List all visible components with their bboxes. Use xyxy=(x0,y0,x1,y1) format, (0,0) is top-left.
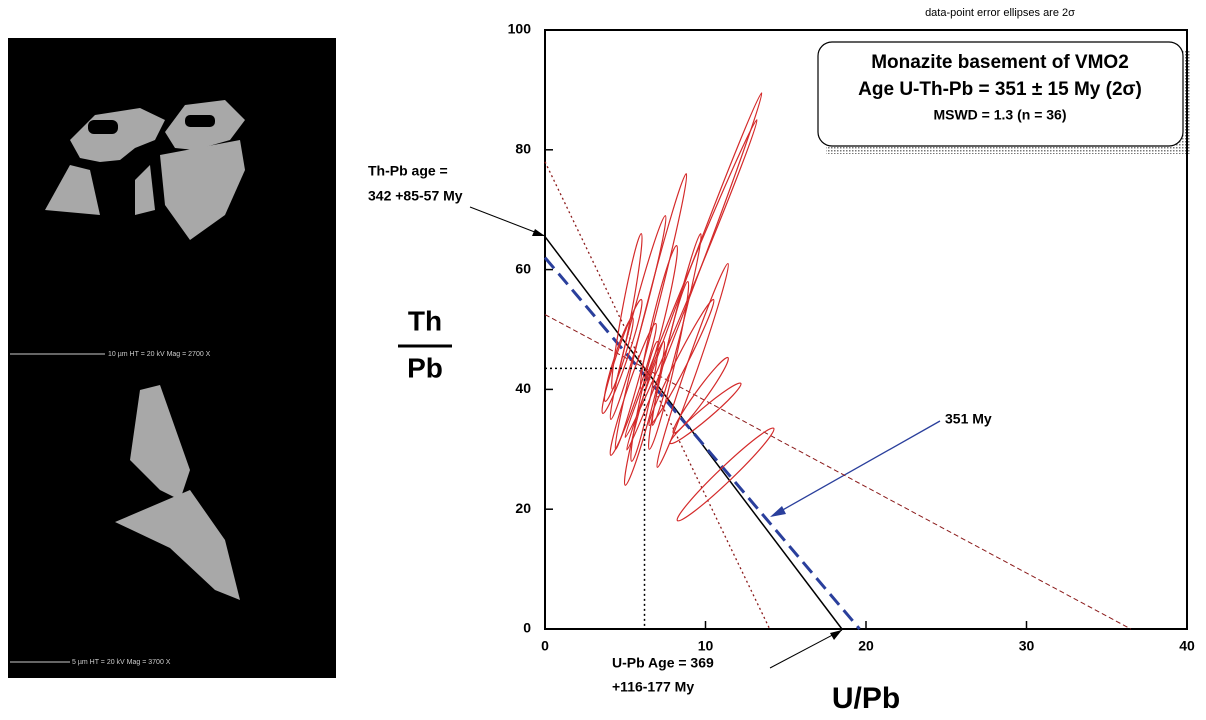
y-axis-label: Pb xyxy=(407,352,443,383)
annotation: +116-177 My xyxy=(612,679,694,695)
error-ellipse xyxy=(609,215,667,420)
annotation: U-Pb Age = 369 xyxy=(612,655,714,671)
error-ellipse xyxy=(624,119,758,438)
annotation: Th-Pb age = xyxy=(368,163,448,179)
x-axis-label: U/Pb xyxy=(832,682,900,715)
error-ellipse xyxy=(656,262,729,468)
annotation: 342 +85-57 My xyxy=(368,188,463,204)
error-ellipse xyxy=(672,356,729,434)
image-caption: 10 µm HT = 20 kV Mag = 2700 X xyxy=(108,351,211,358)
x-tick-label: 0 xyxy=(541,638,549,654)
error-ellipse xyxy=(669,382,742,445)
line xyxy=(544,161,771,630)
info-box xyxy=(817,41,1184,147)
grain-shapes xyxy=(45,100,245,600)
box-line: MSWD = 1.3 (n = 36) xyxy=(933,107,1066,123)
y-tick-label: 20 xyxy=(515,500,531,516)
error-ellipse xyxy=(601,298,643,414)
error-ellipse xyxy=(623,340,666,486)
line xyxy=(544,236,843,630)
error-ellipse xyxy=(639,245,679,391)
sem-image xyxy=(8,38,336,678)
x-tick-label: 30 xyxy=(1019,638,1035,654)
error-ellipse xyxy=(630,340,659,462)
crosshair xyxy=(545,367,646,629)
y-tick-label: 0 xyxy=(523,620,531,636)
line xyxy=(543,256,861,630)
error-ellipse xyxy=(603,316,634,403)
y-tick-label: 100 xyxy=(508,21,532,37)
x-tick-label: 10 xyxy=(698,638,714,654)
y-tick-label: 60 xyxy=(515,260,531,276)
error-ellipse xyxy=(626,92,763,451)
annotation: 351 My xyxy=(945,411,992,427)
note: data-point error ellipses are 2σ xyxy=(925,7,1075,19)
y-tick-label: 40 xyxy=(515,380,531,396)
arrow xyxy=(771,420,941,517)
line xyxy=(544,314,1132,630)
error-ellipse xyxy=(676,427,775,522)
y-tick-label: 80 xyxy=(515,141,531,157)
x-tick-label: 40 xyxy=(1179,638,1195,654)
error-ellipse xyxy=(648,298,715,426)
y-axis-label: Th xyxy=(408,305,442,336)
error-ellipse xyxy=(651,233,702,426)
arrow xyxy=(469,206,546,237)
error-ellipse xyxy=(609,322,657,456)
image-caption: 5 µm HT = 20 kV Mag = 3700 X xyxy=(72,659,171,666)
box-line: Monazite basement of VMO2 xyxy=(871,52,1129,73)
x-tick-label: 20 xyxy=(858,638,874,654)
arrow xyxy=(769,629,843,669)
box-line: Age U-Th-Pb = 351 ± 15 My (2σ) xyxy=(858,79,1142,100)
